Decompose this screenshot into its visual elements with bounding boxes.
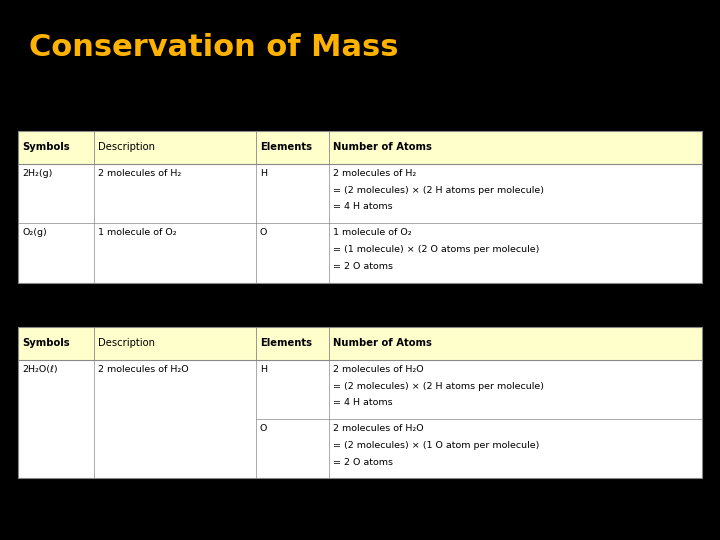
Text: H: H: [260, 169, 267, 178]
Bar: [18, 131, 702, 282]
Text: 2 molecules of H₂O: 2 molecules of H₂O: [98, 365, 189, 374]
Text: 2 molecules of H₂: 2 molecules of H₂: [98, 169, 181, 178]
Text: 2H₂(g): 2H₂(g): [22, 169, 53, 178]
Text: Number of Atoms: Number of Atoms: [333, 142, 432, 152]
Text: Conservation of Mass: Conservation of Mass: [29, 33, 398, 63]
Text: 2 molecules of H₂: 2 molecules of H₂: [333, 169, 417, 178]
Text: Elements: Elements: [260, 142, 312, 152]
Bar: [18, 164, 702, 223]
Bar: [18, 223, 702, 282]
Text: = (2 molecules) × (2 H atoms per molecule): = (2 molecules) × (2 H atoms per molecul…: [333, 186, 544, 195]
Text: 2H₂O(ℓ): 2H₂O(ℓ): [22, 365, 58, 374]
Text: Symbols: Symbols: [22, 338, 70, 348]
Text: O: O: [260, 228, 267, 238]
Text: 1 molecule of O₂: 1 molecule of O₂: [333, 228, 412, 238]
Text: Number of Atoms in the Reactants of the Formula Equation 2H₂(g) + O₂(g) → 2H₂O(ℓ: Number of Atoms in the Reactants of the …: [67, 113, 436, 122]
Text: O₂(g): O₂(g): [22, 228, 47, 238]
Text: H: H: [260, 365, 267, 374]
Text: 1 molecule of O₂: 1 molecule of O₂: [98, 228, 176, 238]
Bar: [18, 327, 702, 360]
Bar: [18, 131, 702, 164]
Text: = (1 molecule) × (2 O atoms per molecule): = (1 molecule) × (2 O atoms per molecule…: [333, 245, 540, 254]
Text: O: O: [260, 424, 267, 433]
Text: Description: Description: [98, 338, 155, 348]
Text: Number of Atoms in the Products of the Formula Equation 2H₂(g) + O₂(g) → 2H₂O(ℓ): Number of Atoms in the Products of the F…: [67, 309, 431, 318]
Text: Elements: Elements: [260, 338, 312, 348]
Text: 2 molecules of H₂O: 2 molecules of H₂O: [333, 365, 424, 374]
Text: = 4 H atoms: = 4 H atoms: [333, 399, 393, 407]
Text: = 2 O atoms: = 2 O atoms: [333, 458, 393, 467]
Text: = 4 H atoms: = 4 H atoms: [333, 202, 393, 212]
Text: Table 4.16: Table 4.16: [18, 113, 68, 122]
Bar: [18, 360, 702, 478]
Text: 2 molecules of H₂O: 2 molecules of H₂O: [333, 424, 424, 433]
Text: Symbols: Symbols: [22, 142, 70, 152]
Text: = 2 O atoms: = 2 O atoms: [333, 262, 393, 271]
Text: Description: Description: [98, 142, 155, 152]
Text: = (2 molecules) × (2 H atoms per molecule): = (2 molecules) × (2 H atoms per molecul…: [333, 382, 544, 390]
Text: = (2 molecules) × (1 O atom per molecule): = (2 molecules) × (1 O atom per molecule…: [333, 441, 540, 450]
Text: Table 4.17: Table 4.17: [18, 309, 68, 318]
Text: Number of Atoms: Number of Atoms: [333, 338, 432, 348]
Bar: [18, 327, 702, 478]
